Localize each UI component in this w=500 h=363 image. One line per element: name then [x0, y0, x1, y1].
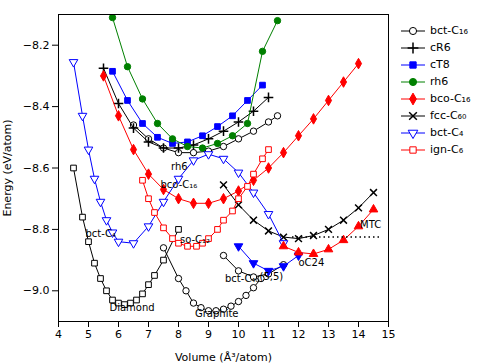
svg-text:9: 9	[205, 328, 212, 341]
svg-text:Diamond: Diamond	[110, 302, 155, 313]
html-text:bct-C₄: bct-C₄	[430, 126, 464, 139]
svg-text:oC24: oC24	[299, 257, 325, 268]
html-text:cT8: cT8	[430, 58, 450, 71]
svg-text:−8.4: −8.4	[23, 100, 50, 113]
svg-text:bct-C₄: bct-C₄	[86, 228, 116, 239]
svg-text:Graphite: Graphite	[195, 308, 239, 319]
svg-text:10: 10	[232, 328, 246, 341]
svg-text:−8.6: −8.6	[23, 162, 50, 175]
svg-text:−8.2: −8.2	[23, 39, 50, 52]
html-text:ign-C₆: ign-C₆	[430, 143, 464, 156]
svg-text:so-C₁₂: so-C₁₂	[180, 234, 210, 245]
html-text:bco-C₁₆: bco-C₁₆	[430, 92, 471, 105]
html-text:cR6: cR6	[430, 41, 451, 54]
svg-text:12: 12	[292, 328, 306, 341]
svg-text:13: 13	[322, 328, 336, 341]
svg-text:Energy (eV/atom): Energy (eV/atom)	[1, 119, 14, 216]
svg-text:15: 15	[382, 328, 396, 341]
svg-text:4: 4	[55, 328, 62, 341]
svg-text:8: 8	[175, 328, 182, 341]
svg-text:Volume (Å³/atom): Volume (Å³/atom)	[175, 351, 272, 363]
html-text:fcc-C₆₀: fcc-C₆₀	[430, 109, 467, 122]
svg-text:−9.0: −9.0	[23, 284, 50, 297]
html-text:bct-C₁₆: bct-C₁₆	[430, 24, 468, 37]
svg-text:MTC: MTC	[360, 219, 381, 230]
svg-text:bco-C₁₆: bco-C₁₆	[161, 179, 198, 190]
html-text:rh6: rh6	[430, 75, 449, 88]
svg-text:11: 11	[262, 328, 276, 341]
svg-text:bct-C₄₀: bct-C₄₀	[225, 273, 259, 284]
svg-text:−8.8: −8.8	[23, 223, 50, 236]
svg-text:7: 7	[145, 328, 152, 341]
svg-text:5: 5	[85, 328, 92, 341]
svg-text:14: 14	[352, 328, 366, 341]
svg-text:rh6: rh6	[171, 161, 188, 172]
svg-text:(5,5): (5,5)	[260, 271, 284, 282]
svg-text:6: 6	[115, 328, 122, 341]
